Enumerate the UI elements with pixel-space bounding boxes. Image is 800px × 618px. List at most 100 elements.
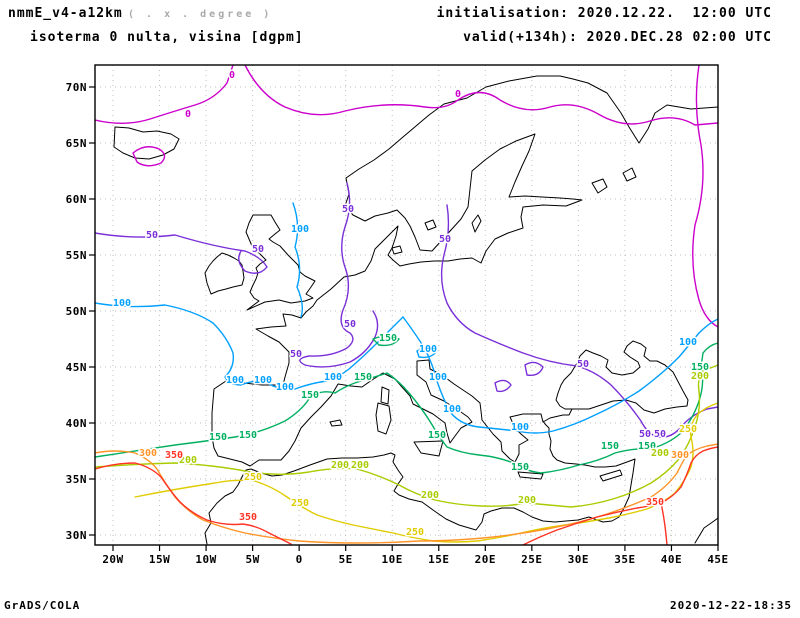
lon-tick-label: 25E [521, 553, 542, 566]
contour-label: 100 [226, 375, 244, 386]
contour-label: 100 [113, 298, 131, 309]
lon-tick-label: 10W [195, 553, 216, 566]
island-cyprus [599, 469, 623, 482]
contour-0-iceland-ring [132, 146, 166, 167]
lake-onega [622, 167, 637, 182]
contour-label: 200 [651, 448, 669, 459]
contour-50-east [440, 204, 718, 438]
contour-label: 150 [379, 333, 397, 344]
lat-tick-label: 40N [66, 417, 87, 430]
coast-scandinavia-baltic [211, 133, 583, 467]
lon-tick-label: 40E [661, 553, 682, 566]
contour-200-main [95, 364, 718, 508]
axis-ticks [89, 86, 719, 551]
contour-350-branch [660, 502, 668, 545]
lon-tick-label: 5E [339, 553, 353, 566]
lat-tick-label: 55N [66, 249, 87, 262]
contour-label: 150 [428, 430, 446, 441]
contour-label: 250 [679, 424, 697, 435]
contour-0-west [95, 65, 234, 124]
island-corsica [380, 386, 390, 405]
contour-50-balkan-ring-a [524, 361, 544, 377]
lake-ladoga [591, 178, 608, 194]
contour-label: 150 [239, 430, 257, 441]
lake-vanern [424, 219, 437, 231]
contour-350-morocco [95, 462, 292, 545]
lon-tick-label: 35E [614, 553, 635, 566]
contour-label: 100 [511, 422, 529, 433]
header-valid-time: valid(+134h): 2020.DEC.28 02:00 UTC [463, 30, 772, 45]
grid-lines [95, 65, 719, 545]
lon-tick-label: 15E [428, 553, 449, 566]
axis-labels: 20W 15W 10W 5W 0 5E 10E 15E 20E 25E 30E 35E 40E 45E 70… [66, 81, 729, 566]
footer-timestamp: 2020-12-22-18:35 [670, 599, 792, 612]
lat-tick-label: 35N [66, 473, 87, 486]
contour-label: 100 [324, 372, 342, 383]
contour-label: 50 [439, 234, 451, 245]
contour-label: 150 [601, 441, 619, 452]
contour-label: 50 [654, 429, 666, 440]
contour-label: 350 [646, 497, 664, 508]
contour-label: 200 [331, 460, 349, 471]
contour-100-atlantic [95, 302, 404, 391]
contour-label: 0 [229, 70, 235, 81]
contour-label: 50 [290, 349, 302, 360]
contour-250-main [134, 402, 718, 543]
contour-label: 150 [301, 390, 319, 401]
contour-label: 100 [679, 337, 697, 348]
island-zealand [391, 245, 403, 255]
contour-100-northsea [292, 202, 304, 318]
contour-label: 250 [291, 498, 309, 509]
contour-label: 100 [291, 224, 309, 235]
lat-tick-label: 60N [66, 193, 87, 206]
contour-label: 50 [146, 230, 158, 241]
island-crete [517, 471, 544, 480]
lon-tick-label: 0 [296, 553, 303, 566]
contour-label: 200 [518, 495, 536, 506]
coast-iceland [113, 126, 180, 160]
lon-tick-label: 10E [382, 553, 403, 566]
contour-100-alps-ring [416, 347, 438, 359]
contour-label: 50 [252, 244, 264, 255]
island-sardinia [375, 402, 392, 435]
lon-tick-label: 20E [475, 553, 496, 566]
contour-label: 100 [419, 344, 437, 355]
contour-label: 200 [691, 371, 709, 382]
contour-0-north [244, 65, 718, 126]
contour-label: 150 [511, 462, 529, 473]
lat-tick-label: 70N [66, 81, 87, 94]
lon-tick-label: 45E [707, 553, 728, 566]
contour-label: 250 [244, 472, 262, 483]
header-resolution: ( . x . degree ) [128, 9, 273, 20]
island-sicily [413, 440, 444, 457]
contour-150-alps-ring [372, 335, 400, 347]
contour-label: 50 [639, 429, 651, 440]
contour-50-central [299, 182, 379, 368]
lat-tick-label: 65N [66, 137, 87, 150]
contour-label: 350 [165, 450, 183, 461]
contour-label: 100 [254, 375, 272, 386]
island-balearics [329, 419, 343, 427]
contour-group [95, 65, 718, 545]
coast-arctic [345, 75, 718, 179]
contour-label: 200 [351, 460, 369, 471]
contour-label: 0 [455, 89, 461, 100]
lon-tick-label: 15W [149, 553, 170, 566]
coast-black-sea [555, 340, 689, 414]
footer-grads-credit: GrADS/COLA [4, 599, 81, 612]
contour-label: 150 [209, 432, 227, 443]
contour-label: 50 [577, 359, 589, 370]
contour-label: 150 [354, 372, 372, 383]
coastline-group [113, 75, 718, 545]
contour-100-south-east [402, 316, 718, 434]
contour-label: 350 [239, 512, 257, 523]
contour-label: 300 [139, 448, 157, 459]
lon-tick-label: 20W [102, 553, 123, 566]
contour-label: 150 [638, 441, 656, 452]
contour-label: 100 [429, 372, 447, 383]
contour-label: 200 [179, 455, 197, 466]
map-frame [94, 64, 719, 546]
contour-50-balkan-ring-b [494, 379, 512, 393]
